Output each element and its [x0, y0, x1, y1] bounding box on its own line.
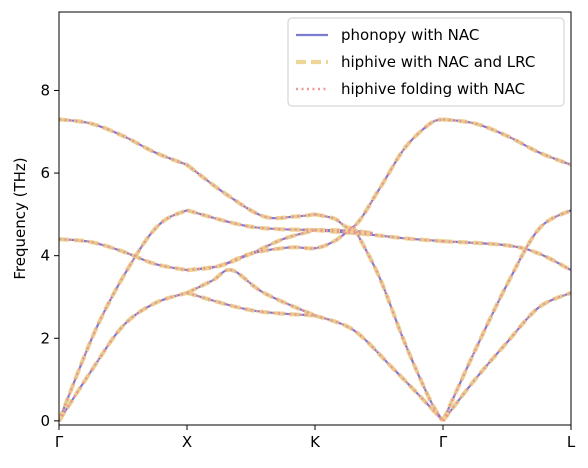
band-line-2-16	[185, 163, 316, 221]
band-line-2-4	[441, 290, 571, 423]
legend: phonopy with NAC hiphive with NAC and LRC…	[287, 17, 565, 107]
band-line-3-10	[314, 228, 373, 235]
band-line-3-15	[441, 209, 571, 422]
band-line-3-19	[442, 118, 571, 166]
band-line-3-11	[442, 240, 571, 272]
y-tick-label: 2	[40, 329, 50, 347]
y-tick-label: 0	[40, 412, 50, 430]
legend-box	[287, 17, 565, 107]
band-line-3-16	[186, 163, 316, 220]
series-group-3	[59, 118, 571, 422]
x-tick-label: Γ	[439, 433, 448, 451]
y-tick-label: 8	[40, 81, 50, 99]
y-ticks: 0 2 4 6 8	[40, 81, 59, 430]
legend-label-1: phonopy with NAC	[341, 26, 479, 44]
y-tick-label: 4	[40, 247, 50, 265]
x-tick-label: X	[182, 433, 192, 451]
legend-label-2: hiphive with NAC and LRC	[341, 53, 535, 71]
x-tick-label: L	[567, 433, 576, 451]
band-line-3-3	[314, 314, 444, 422]
band-line-3-7	[314, 228, 444, 243]
legend-label-3: hiphive folding with NAC	[341, 80, 525, 98]
band-line-3-8	[59, 237, 188, 272]
band-line-3-5	[59, 209, 188, 422]
band-line-3-13	[186, 225, 355, 272]
band-line-3-12	[186, 268, 316, 317]
plot-frame	[58, 11, 572, 426]
series-layer	[59, 117, 571, 423]
y-axis-label: Frequency (THz)	[11, 157, 29, 279]
band-line-3-1	[59, 291, 188, 422]
band-line-3-17	[314, 118, 444, 230]
y-tick-label: 6	[40, 164, 50, 182]
band-line-2-11	[442, 239, 571, 272]
x-tick-label: K	[310, 433, 321, 451]
band-line-3-6	[186, 209, 316, 232]
band-line-3-14	[352, 226, 445, 422]
x-tick-label: Γ	[55, 433, 64, 451]
band-line-3-2	[186, 291, 316, 317]
band-line-3-18	[59, 118, 188, 166]
band-line-3-4	[442, 291, 571, 422]
